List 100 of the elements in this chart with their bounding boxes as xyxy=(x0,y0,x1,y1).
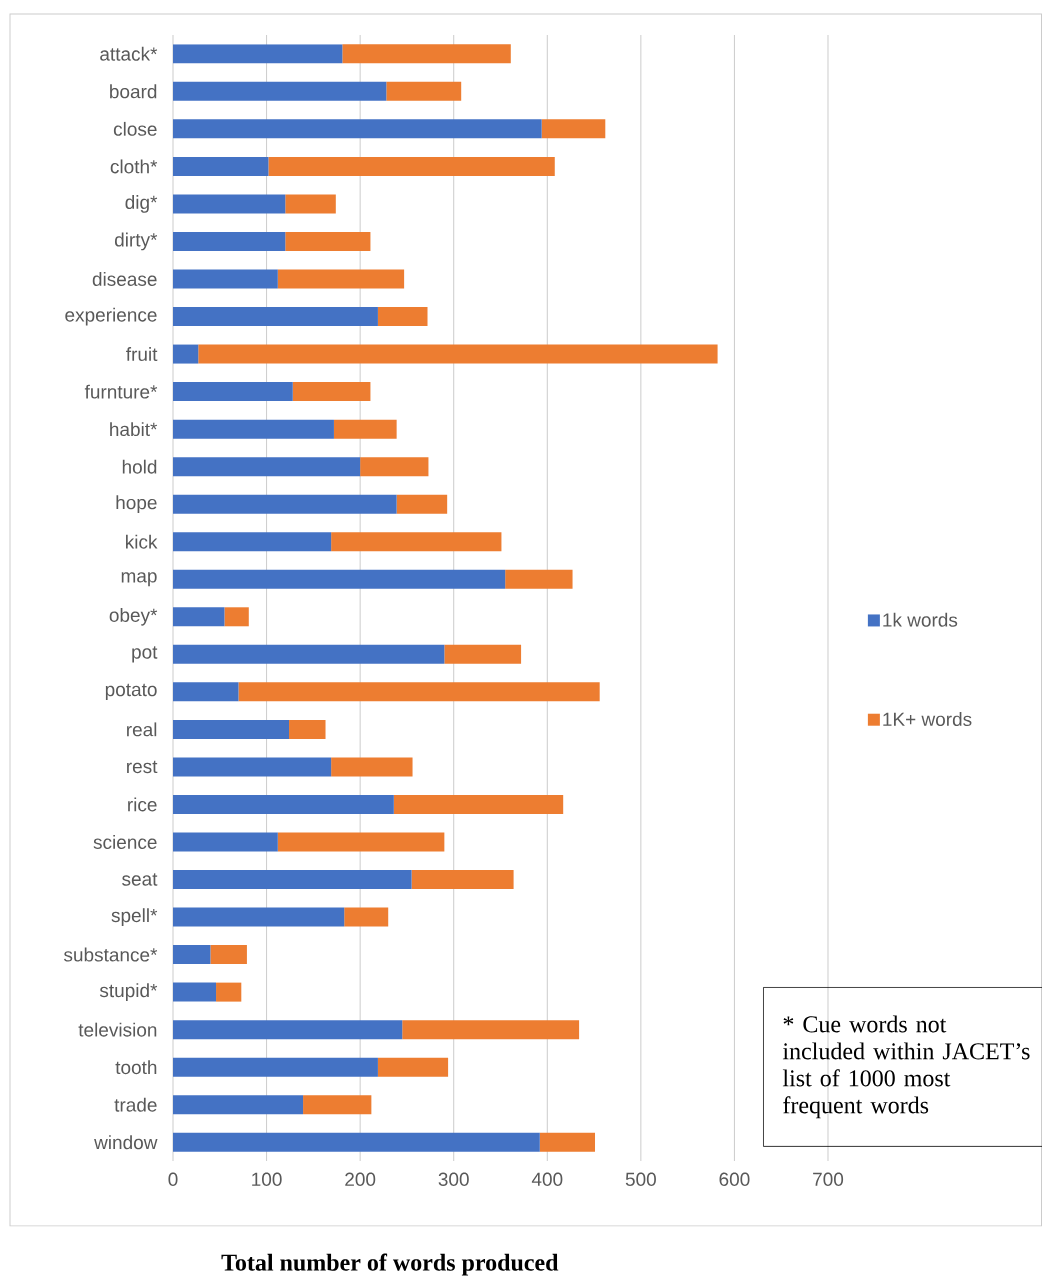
bar xyxy=(173,269,278,289)
y-tick-label: kick xyxy=(126,534,158,549)
bar xyxy=(333,419,397,439)
y-tick-label: seat xyxy=(122,873,158,886)
bar xyxy=(173,644,445,664)
y-tick-label: science xyxy=(93,835,157,849)
bar xyxy=(173,81,387,101)
x-tick-label: 100 xyxy=(252,1172,282,1186)
y-tick-label: trade xyxy=(114,1097,157,1112)
bar xyxy=(173,945,211,965)
x-tick-label: 700 xyxy=(813,1172,844,1186)
bar xyxy=(331,532,502,552)
legend-label: 1K+ words xyxy=(883,712,972,727)
bar xyxy=(173,982,217,1002)
y-tick-label: dirty* xyxy=(114,232,158,251)
y-tick-label: obey* xyxy=(109,607,158,626)
y-tick-label: map xyxy=(121,572,157,587)
y-tick-label: substance* xyxy=(63,947,158,962)
y-tick-label: furnture* xyxy=(84,384,158,399)
bar xyxy=(173,419,334,439)
bar xyxy=(444,644,522,664)
bar xyxy=(411,870,514,890)
y-tick-label: real xyxy=(127,722,157,737)
bar xyxy=(216,982,242,1002)
y-tick-label: cloth* xyxy=(110,159,158,174)
bar xyxy=(539,1132,596,1152)
y-tick-label: spell* xyxy=(111,908,158,926)
x-tick-label: 200 xyxy=(345,1172,376,1186)
y-tick-label: attack* xyxy=(100,46,158,61)
bar xyxy=(173,457,361,477)
y-tick-label: hold xyxy=(122,459,157,474)
bar xyxy=(198,344,718,364)
bar xyxy=(377,307,428,327)
x-axis-title: Total number of words produced xyxy=(221,1253,559,1276)
y-tick-label: tooth xyxy=(115,1060,157,1075)
bar xyxy=(285,194,336,214)
x-tick-label: 600 xyxy=(719,1172,750,1186)
bar xyxy=(173,1095,304,1115)
bar xyxy=(173,344,199,364)
bar xyxy=(173,719,290,739)
bar xyxy=(173,156,269,176)
legend-label: 1k words xyxy=(883,612,958,627)
bar xyxy=(541,119,606,139)
y-tick-label: dig* xyxy=(125,195,158,213)
bar xyxy=(342,44,511,64)
bar xyxy=(173,607,225,627)
bar xyxy=(173,794,394,814)
bar xyxy=(331,757,413,777)
bar xyxy=(238,682,600,702)
y-tick-label: potato xyxy=(105,683,157,700)
bar xyxy=(402,1020,580,1040)
bar xyxy=(173,682,239,702)
x-tick-label: 300 xyxy=(438,1172,469,1186)
bar xyxy=(173,757,332,777)
y-tick-label: television xyxy=(78,1022,157,1037)
bar xyxy=(285,231,371,251)
bar xyxy=(396,494,448,514)
bar xyxy=(303,1095,372,1115)
annotation: * Cue words not included within JACET’s list of 1000 most frequent words xyxy=(782,1015,1030,1119)
bar xyxy=(224,607,249,627)
bar xyxy=(173,1057,378,1077)
bar xyxy=(173,532,332,552)
bar xyxy=(386,81,462,101)
bar xyxy=(377,1057,449,1077)
bar xyxy=(173,382,293,402)
bar xyxy=(173,119,542,139)
bar xyxy=(173,569,506,589)
bar xyxy=(173,231,286,251)
bar xyxy=(173,194,286,214)
y-tick-label: fruit xyxy=(126,347,158,362)
y-tick-label: close xyxy=(113,121,157,136)
bar xyxy=(277,269,405,289)
bar xyxy=(268,156,555,176)
bar xyxy=(173,1132,540,1152)
bar xyxy=(173,907,345,927)
y-tick-label: window xyxy=(94,1135,158,1150)
y-tick-label: rice xyxy=(128,797,157,812)
y-tick-label: stupid* xyxy=(99,983,158,1001)
y-tick-label: hope xyxy=(116,495,157,514)
bar xyxy=(210,945,247,965)
y-tick-label: habit* xyxy=(110,422,158,437)
x-tick-label: 0 xyxy=(168,1172,178,1186)
bar xyxy=(289,719,326,739)
bar xyxy=(173,1020,403,1040)
x-tick-label: 400 xyxy=(531,1172,563,1186)
bar xyxy=(393,794,564,814)
bar xyxy=(360,457,429,477)
bar xyxy=(292,382,371,402)
bar xyxy=(505,569,573,589)
y-tick-label: rest xyxy=(127,760,158,774)
x-tick-label: 500 xyxy=(625,1172,656,1186)
bar xyxy=(173,307,378,327)
bar xyxy=(173,870,412,890)
y-tick-label: disease xyxy=(92,272,157,286)
bar xyxy=(173,494,397,514)
bar xyxy=(173,44,343,64)
bar xyxy=(173,832,278,852)
y-tick-label: pot xyxy=(132,646,158,663)
y-tick-label: experience xyxy=(65,307,157,326)
bar xyxy=(344,907,389,927)
